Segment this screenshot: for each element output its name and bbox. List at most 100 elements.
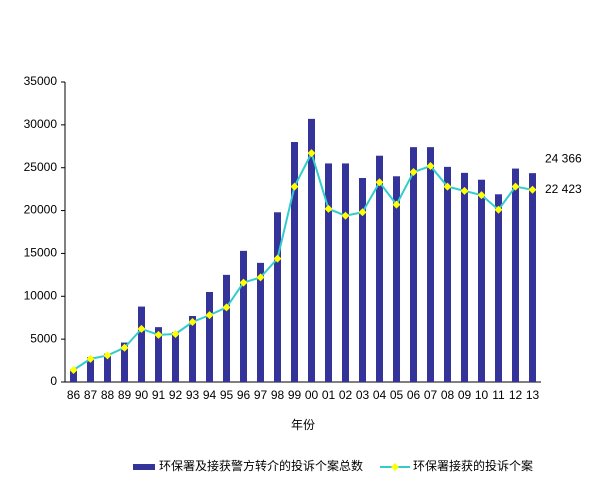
marker (137, 324, 146, 333)
marker (511, 182, 520, 191)
marker (188, 318, 197, 326)
bar (359, 178, 366, 382)
y-tick-label: 35000 (24, 74, 58, 88)
y-tick-label: 0 (50, 374, 57, 388)
x-tick-label: 00 (305, 388, 319, 402)
bar (291, 142, 298, 382)
x-axis-label: 年份 (291, 418, 315, 432)
bar (461, 172, 468, 382)
x-tick-label: 91 (152, 388, 166, 402)
y-tick-label: 20000 (24, 203, 58, 217)
y-tick-label: 15000 (24, 246, 58, 260)
x-tick-label: 97 (254, 388, 268, 402)
x-tick-label: 99 (288, 388, 302, 402)
bar (223, 274, 230, 382)
bar (529, 173, 536, 382)
x-tick-label: 86 (67, 388, 81, 402)
marker (409, 168, 418, 176)
marker (358, 208, 367, 217)
x-tick-label: 98 (271, 388, 285, 402)
bar (308, 118, 315, 382)
marker (460, 186, 469, 195)
marker (239, 278, 248, 287)
marker (443, 182, 452, 191)
x-tick-label: 11 (492, 388, 505, 402)
value-label: 24 366 (545, 151, 582, 165)
y-tick-label: 25000 (24, 160, 58, 174)
x-tick-label: 03 (356, 388, 370, 402)
bar (512, 168, 519, 382)
x-tick-label: 08 (441, 388, 455, 402)
marker (494, 205, 503, 214)
marker (256, 273, 265, 282)
x-tick-label: 87 (84, 388, 98, 402)
marker (426, 162, 435, 170)
bar (189, 316, 196, 382)
y-tick-label: 5000 (30, 331, 57, 345)
x-tick-label: 07 (424, 388, 438, 402)
legend-swatch (133, 464, 155, 470)
bar (495, 194, 502, 382)
legend-label: 环保署及接获警方转介的投诉个案总数 (159, 458, 363, 473)
marker (341, 211, 350, 220)
value-label: 22 423 (545, 182, 582, 196)
bar (206, 292, 213, 382)
bar (172, 332, 179, 382)
marker (171, 330, 180, 338)
bar (393, 176, 400, 382)
x-tick-label: 88 (101, 388, 115, 402)
bar (274, 212, 281, 382)
x-tick-label: 13 (526, 388, 540, 402)
marker (273, 254, 282, 263)
legend-label: 环保署接获的投诉个案 (413, 458, 533, 473)
bar (478, 179, 485, 382)
x-tick-label: 92 (169, 388, 183, 402)
x-tick-label: 12 (509, 388, 523, 402)
bar (138, 306, 145, 382)
bar (325, 163, 332, 382)
x-tick-label: 93 (186, 388, 200, 402)
marker (86, 354, 95, 363)
legend-marker (391, 463, 399, 471)
marker (307, 149, 316, 158)
bar (155, 327, 162, 382)
line (72, 150, 533, 371)
marker (120, 343, 129, 352)
marker (290, 182, 299, 191)
marker (392, 200, 401, 209)
x-tick-label: 05 (390, 388, 404, 402)
x-tick-label: 89 (118, 388, 132, 402)
bar (427, 147, 434, 382)
bar (257, 262, 264, 382)
bar (376, 155, 383, 382)
x-tick-label: 90 (135, 388, 149, 402)
x-tick-label: 04 (373, 388, 387, 402)
marker (154, 330, 163, 339)
y-tick-label: 30000 (24, 117, 58, 131)
x-tick-label: 09 (458, 388, 472, 402)
x-tick-label: 94 (203, 388, 217, 402)
x-tick-label: 02 (339, 388, 353, 402)
bar (342, 163, 349, 382)
x-tick-label: 01 (322, 388, 336, 402)
marker (528, 185, 537, 194)
bar (444, 166, 451, 382)
marker (324, 204, 333, 213)
bar (70, 369, 77, 382)
bar (121, 342, 128, 382)
x-tick-label: 96 (237, 388, 251, 402)
x-tick-label: 95 (220, 388, 234, 402)
y-tick-label: 10000 (24, 288, 58, 302)
bar (410, 147, 417, 382)
bar (104, 353, 111, 382)
marker (103, 351, 112, 360)
marker (375, 178, 384, 187)
marker (69, 366, 78, 374)
bar (240, 250, 247, 382)
x-tick-label: 10 (475, 388, 489, 402)
bar (87, 357, 94, 382)
x-tick-label: 06 (407, 388, 421, 402)
marker (222, 303, 231, 312)
marker (477, 191, 486, 200)
